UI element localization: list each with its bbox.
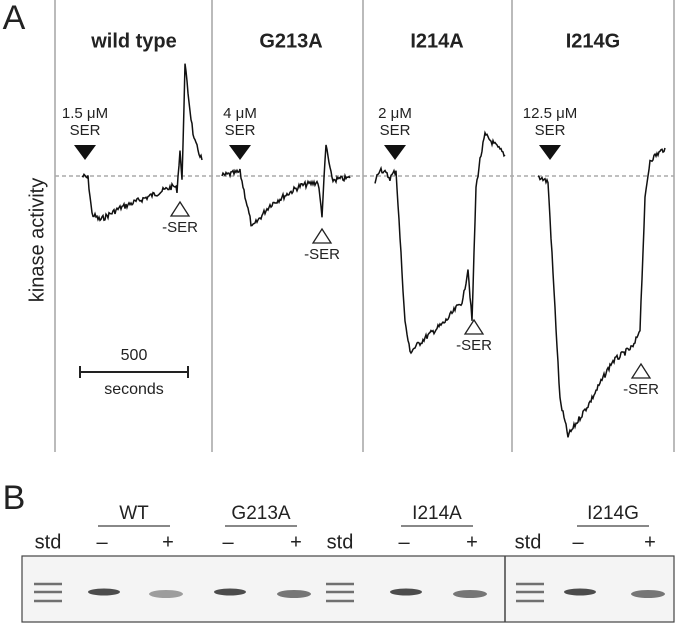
band (149, 590, 183, 598)
band (277, 590, 311, 598)
on-label: SER (225, 122, 256, 139)
band (631, 590, 665, 598)
scale-value: 500 (121, 347, 148, 364)
on-marker (384, 145, 406, 160)
trace (81, 63, 203, 222)
lane-minus: – (572, 531, 584, 553)
dose-label: 4 μM (223, 105, 257, 122)
lane-minus: – (96, 531, 108, 553)
panel-dividers (54, 0, 675, 452)
lane-group: G213A (231, 503, 290, 524)
band (390, 588, 422, 596)
scale-bar (79, 366, 189, 378)
lane-group: WT (119, 503, 149, 524)
panel-title: I214G (566, 30, 620, 52)
dose-label: 1.5 μM (62, 105, 108, 122)
off-marker (463, 318, 485, 335)
lane-plus: + (290, 531, 302, 553)
dose-label: 12.5 μM (523, 105, 578, 122)
dose-label: 2 μM (378, 105, 412, 122)
off-label: -SER (456, 337, 492, 354)
off-label: -SER (162, 219, 198, 236)
panel-title: I214A (410, 30, 463, 52)
on-marker (539, 145, 561, 160)
band (88, 588, 120, 596)
off-marker (311, 227, 333, 244)
trace (374, 130, 506, 355)
band (214, 588, 246, 596)
panel-label: A (3, 0, 26, 37)
y-label: kinase activity (26, 178, 48, 303)
band (453, 590, 487, 598)
gel (21, 555, 675, 623)
off-label: -SER (623, 381, 659, 398)
on-marker (74, 145, 96, 160)
on-label: SER (70, 122, 101, 139)
lane-plus: + (466, 531, 478, 553)
trace (537, 147, 666, 438)
lane-group: I214A (412, 503, 462, 524)
panel-title: G213A (259, 30, 322, 52)
on-marker (229, 145, 251, 160)
panel-label: B (3, 479, 26, 517)
on-label: SER (380, 122, 411, 139)
off-label: -SER (304, 246, 340, 263)
std-label: std (327, 531, 354, 553)
lane-group: I214G (587, 503, 639, 524)
panel-title: wild type (90, 30, 177, 52)
traces (81, 63, 666, 438)
on-label: SER (535, 122, 566, 139)
trace (221, 144, 351, 227)
std-label: std (515, 531, 542, 553)
band (564, 588, 596, 596)
off-marker (169, 200, 191, 217)
lane-plus: + (644, 531, 656, 553)
lane-plus: + (162, 531, 174, 553)
lane-minus: – (222, 531, 234, 553)
lane-minus: – (398, 531, 410, 553)
std-label: std (35, 531, 62, 553)
off-marker (630, 362, 652, 379)
scale-unit: seconds (104, 381, 164, 398)
